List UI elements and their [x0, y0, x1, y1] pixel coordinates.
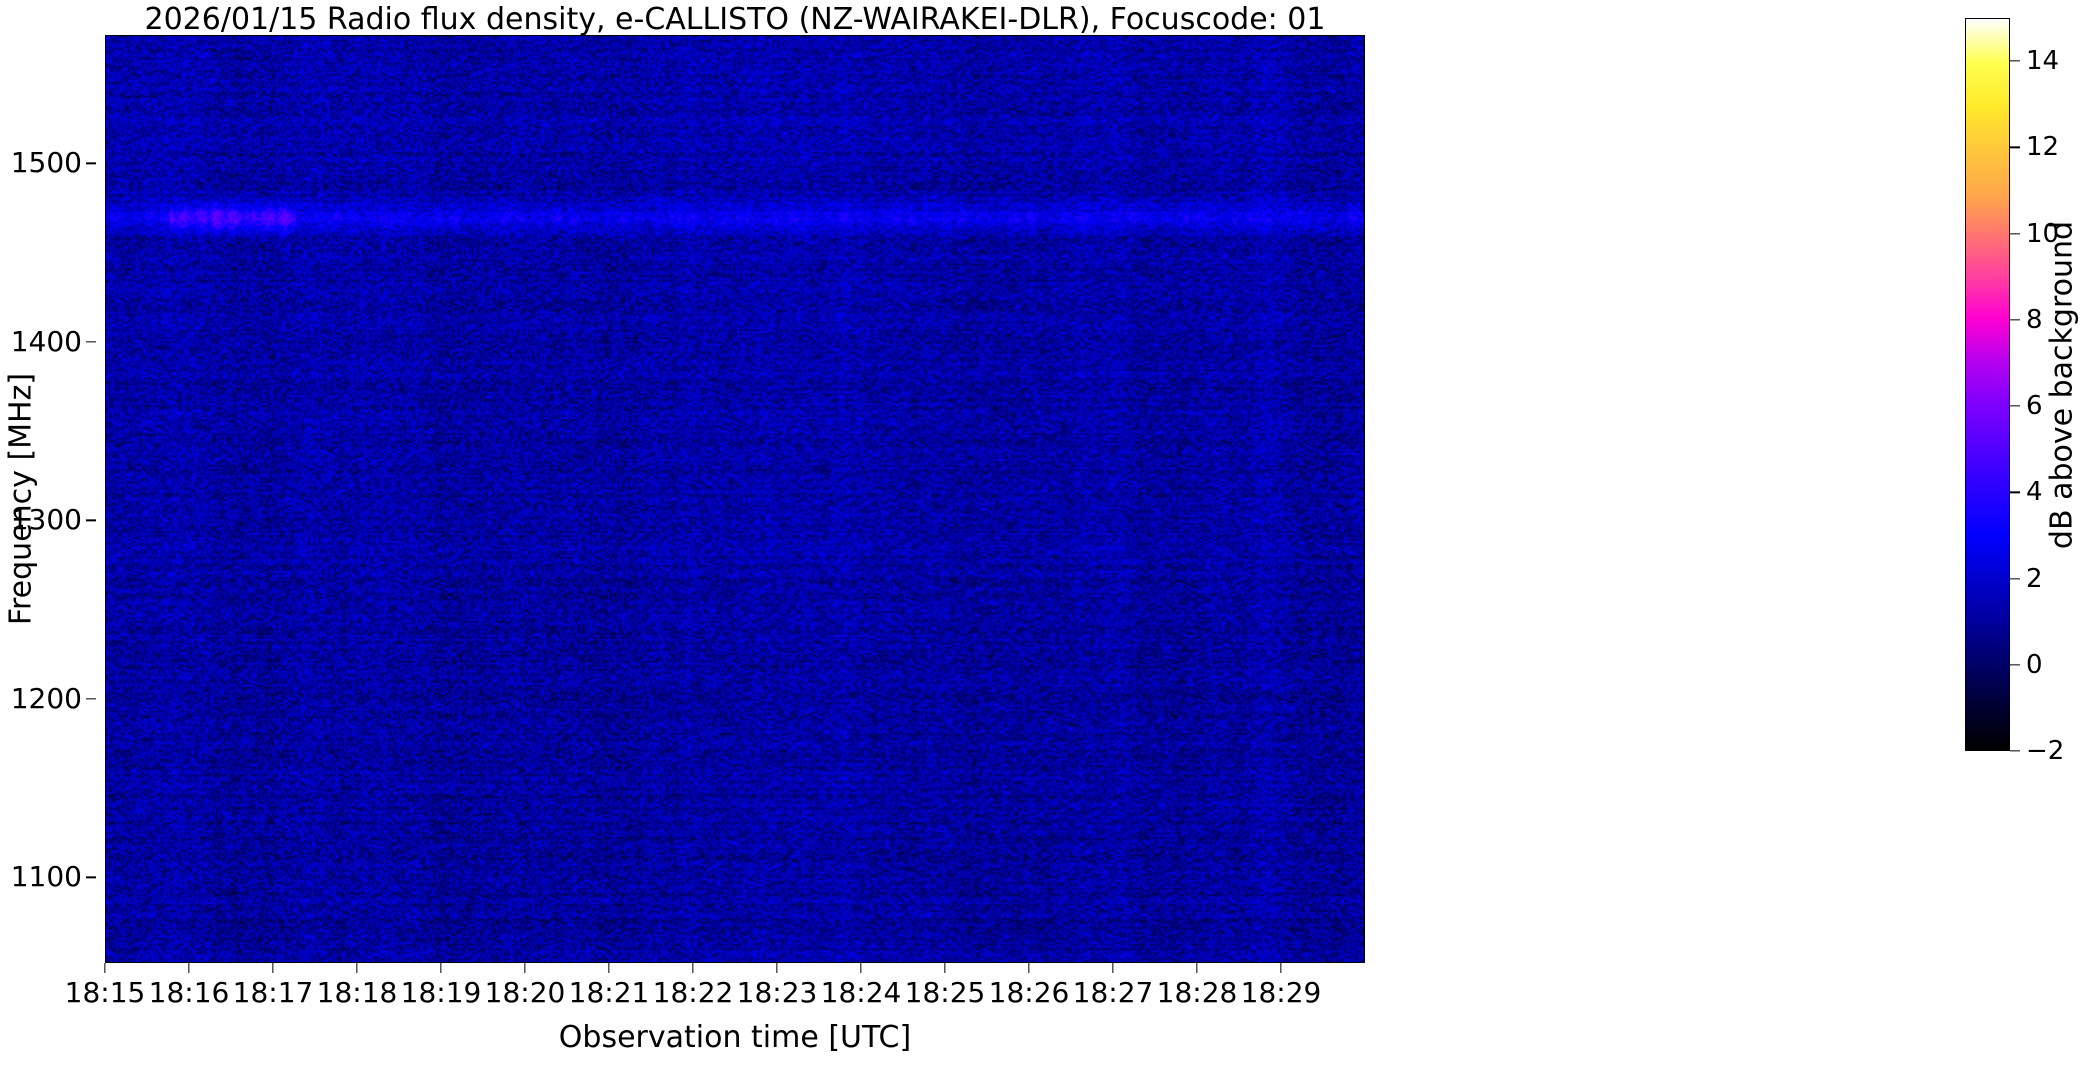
x-tick-mark	[608, 963, 610, 973]
y-tick-mark	[86, 876, 96, 878]
y-axis-ticks: 1500 1400 1300 1200 1100	[0, 35, 96, 963]
x-tick-mark	[692, 963, 694, 973]
x-tick-label: 18:26	[988, 976, 1070, 1009]
x-tick-label: 18:17	[232, 976, 314, 1009]
page-title: 2026/01/15 Radio flux density, e-CALLIST…	[144, 2, 1326, 37]
colorbar-tick-mark	[2010, 232, 2020, 235]
colorbar-tick-label: 6	[2026, 391, 2043, 422]
y-tick-label: 1500	[10, 146, 82, 180]
x-axis-label: Observation time [UTC]	[558, 1020, 912, 1055]
x-tick-mark	[272, 963, 274, 973]
colorbar-tick-label: −2	[2026, 736, 2065, 766]
y-tick-mark	[86, 162, 96, 165]
y-tick-mark	[86, 519, 96, 522]
spectrogram-plot-area[interactable]	[105, 35, 1365, 963]
y-tick-label: 1400	[10, 324, 82, 358]
colorbar-tick-mark	[2010, 319, 2020, 321]
colorbar-tick-mark	[2010, 491, 2020, 493]
x-tick-label: 18:25	[904, 976, 986, 1009]
y-tick-label: 1300	[10, 503, 82, 537]
colorbar-tick-label: 8	[2026, 304, 2043, 335]
x-tick-mark	[188, 963, 190, 973]
x-tick-mark	[1112, 963, 1114, 973]
x-tick-label: 18:29	[1240, 976, 1322, 1009]
x-tick-label: 18:22	[652, 976, 734, 1009]
x-tick-mark	[776, 963, 778, 973]
colorbar-tick-label: 14	[2026, 46, 2060, 77]
x-tick-mark	[860, 963, 862, 973]
x-tick-label: 18:15	[64, 976, 146, 1009]
x-tick-mark	[356, 963, 358, 973]
x-tick-mark	[944, 963, 946, 973]
colorbar-tick-mark	[2010, 146, 2020, 148]
x-tick-label: 18:19	[400, 976, 482, 1009]
x-tick-label: 18:18	[316, 976, 398, 1009]
colorbar-gradient	[1965, 18, 2010, 751]
colorbar-tick-mark	[2010, 405, 2020, 407]
x-axis-ticks: 18:15 18:16 18:17 18:18 18:19 18:20 18:21 18:22…	[65, 963, 1365, 1019]
colorbar-ticks: 14 12 10 8 6 4 2 0 −2	[1965, 18, 2085, 764]
x-tick-mark	[524, 963, 526, 973]
x-tick-label: 18:20	[484, 976, 566, 1009]
colorbar-tick-mark	[2010, 664, 2020, 666]
spectrogram-image	[106, 36, 1364, 962]
x-tick-mark	[440, 963, 442, 973]
x-tick-mark	[1196, 963, 1198, 973]
colorbar-tick-mark	[2010, 577, 2020, 580]
colorbar-tick-label: 2	[2026, 563, 2043, 594]
colorbar-tick-label: 12	[2026, 132, 2060, 163]
y-tick-label: 1200	[10, 681, 82, 715]
x-tick-label: 18:16	[148, 976, 230, 1009]
colorbar-tick-label: 0	[2026, 649, 2043, 680]
colorbar-label: dB above background	[2044, 220, 2080, 549]
x-tick-mark	[104, 963, 106, 973]
colorbar-tick-label: 4	[2026, 477, 2043, 508]
x-tick-mark	[1280, 963, 1282, 973]
x-tick-mark	[1028, 963, 1030, 973]
x-tick-label: 18:27	[1072, 976, 1154, 1009]
x-tick-label: 18:23	[736, 976, 818, 1009]
colorbar-tick-mark	[2010, 750, 2020, 752]
colorbar-label-container: dB above background	[2040, 18, 2084, 751]
y-tick-label: 1100	[10, 860, 82, 894]
colorbar-tick-mark	[2010, 60, 2020, 62]
x-tick-label: 18:24	[820, 976, 902, 1009]
colorbar-tick-label: 10	[2026, 218, 2060, 249]
y-tick-mark	[86, 698, 96, 700]
y-tick-mark	[86, 341, 96, 343]
x-tick-label: 18:21	[568, 976, 650, 1009]
x-tick-label: 18:28	[1156, 976, 1238, 1009]
